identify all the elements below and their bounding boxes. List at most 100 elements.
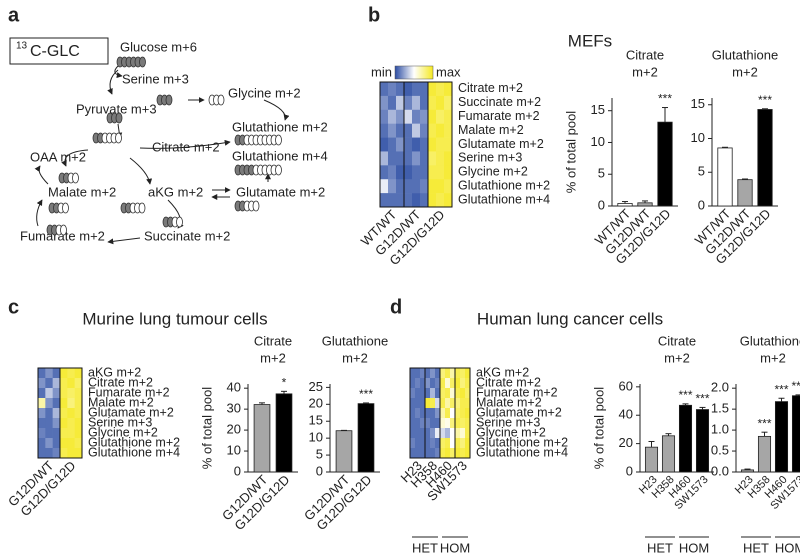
- panel-letter: a: [8, 4, 20, 26]
- heatmap-cell: [435, 408, 441, 419]
- bar: [275, 393, 293, 473]
- heatmap-cell: [396, 165, 405, 180]
- heatmap-cell: [444, 137, 453, 152]
- heatmap-cell: [45, 428, 53, 439]
- heatmap-cell: [436, 123, 445, 138]
- heatmap-cell: [388, 95, 397, 111]
- bar: [661, 435, 676, 473]
- heatmap-cell: [450, 418, 456, 429]
- heatmap-cell: [430, 368, 436, 379]
- heatmap-cell: [412, 151, 421, 166]
- heatmap-cell: [52, 398, 61, 409]
- row-label: Citrate m+2: [476, 375, 541, 389]
- heatmap-cell: [412, 137, 421, 152]
- heatmap-cell: [415, 438, 421, 449]
- heatmap-cell: [74, 398, 83, 409]
- y-tick-label: 30: [227, 401, 241, 416]
- heatmap-cell: [430, 398, 436, 409]
- heatmap-cell: [440, 438, 446, 449]
- heatmap-cell: [38, 448, 46, 459]
- row-label: Glutathione m+2: [476, 435, 568, 449]
- heatmap-cell: [436, 151, 445, 166]
- isotope-glyph: [176, 216, 183, 228]
- heatmap-cell: [67, 428, 75, 439]
- heatmap-cell: [450, 368, 456, 379]
- heatmap-cell: [38, 418, 46, 429]
- heatmap-cell: [444, 151, 453, 166]
- heatmap-cell: [444, 109, 453, 124]
- row-label: Glycine m+2: [88, 425, 158, 439]
- group-outline: [59, 367, 83, 459]
- heatmap-cell: [415, 368, 421, 379]
- heatmap-cell: [74, 428, 83, 439]
- heatmap-cell: [52, 438, 61, 449]
- heatmap-cell: [436, 165, 445, 180]
- heatmap-cell: [396, 95, 405, 111]
- heatmap-cell: [74, 418, 83, 429]
- bar: [637, 202, 653, 207]
- heatmap-cell: [52, 378, 61, 389]
- heatmap-cell: [404, 179, 413, 194]
- chart-title: Citrate: [626, 47, 664, 62]
- y-tick-label: 5: [698, 164, 705, 179]
- bar: [357, 403, 375, 473]
- bar: [644, 446, 659, 473]
- tracer-box: [9, 37, 109, 65]
- heatmap-cell: [45, 398, 53, 409]
- row-label: Glutathione m+4: [88, 445, 180, 459]
- heatmap-cell: [404, 109, 413, 124]
- bar: [717, 147, 733, 207]
- y-tick-label: 1.0: [711, 422, 729, 437]
- group-label: HET: [743, 540, 769, 555]
- row-label: aKG m+2: [88, 365, 141, 379]
- heatmap-cell: [52, 388, 61, 399]
- isotope-glyph: [252, 200, 260, 212]
- y-tick-label: 20: [227, 422, 241, 437]
- heatmap-cell: [396, 82, 405, 97]
- isotope-glyph: [115, 112, 123, 124]
- heatmap-cell: [460, 388, 466, 399]
- y-tick-label: 25: [309, 379, 323, 394]
- heatmap-cell: [396, 179, 405, 194]
- heatmap-cell: [52, 408, 61, 419]
- row-label: Glutamate m+2: [458, 137, 544, 151]
- heatmap-cell: [420, 438, 426, 449]
- panel-letter: d: [390, 296, 402, 318]
- heatmap-cell: [444, 193, 453, 208]
- heatmap-cell: [396, 109, 405, 124]
- isotope-glyph: [139, 56, 146, 68]
- heatmap-cell: [450, 388, 456, 399]
- heatmap-cell: [440, 368, 446, 379]
- y-tick-label: 0: [316, 463, 323, 478]
- heatmap-cell: [430, 428, 436, 439]
- y-tick-label: 10: [691, 130, 705, 145]
- heatmap-cell: [45, 408, 53, 419]
- heatmap-cell: [410, 438, 416, 449]
- heatmap-cell: [67, 448, 75, 459]
- significance-label: ***: [658, 92, 672, 106]
- significance-label: ***: [774, 382, 788, 396]
- heatmap-cell: [436, 109, 445, 124]
- heatmap-cell: [436, 82, 445, 97]
- heatmap-cell: [455, 378, 461, 389]
- chart-subtitle: m+2: [260, 350, 286, 365]
- y-tick-label: 5: [316, 447, 323, 462]
- heatmap-cell: [404, 82, 413, 97]
- heatmap-cell: [435, 438, 441, 449]
- heatmap-cell: [435, 448, 441, 459]
- chart-title: Citrate: [254, 333, 292, 348]
- heatmap-cell: [410, 408, 416, 419]
- chart-subtitle: m+2: [342, 350, 368, 365]
- node-label: Malate m+2: [48, 184, 116, 199]
- y-tick-label: 0: [598, 197, 605, 212]
- bar: [757, 109, 773, 207]
- heatmap-cell: [380, 82, 389, 97]
- heatmap-cell: [420, 378, 426, 389]
- heatmap-cell: [388, 151, 397, 166]
- heatmap-cell: [450, 398, 456, 409]
- arrow: [114, 65, 123, 79]
- heatmap-cell: [425, 408, 431, 419]
- heatmap-cell: [67, 398, 75, 409]
- heatmap-cell: [420, 428, 426, 439]
- heatmap-cell: [380, 123, 389, 138]
